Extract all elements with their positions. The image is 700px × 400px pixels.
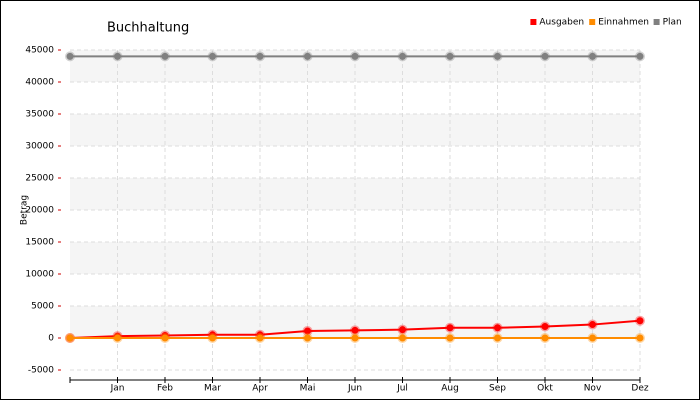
y-tick-label: 40000	[25, 78, 54, 88]
y-tick-label: 45000	[25, 46, 54, 56]
data-point	[445, 333, 455, 343]
data-point	[160, 333, 170, 343]
data-point	[302, 333, 313, 343]
data-point	[445, 51, 455, 62]
data-point	[492, 333, 503, 343]
x-tick-label: Jul	[396, 384, 408, 394]
data-point	[207, 333, 218, 343]
data-point	[540, 321, 550, 332]
legend-swatch	[530, 19, 537, 25]
data-point	[492, 51, 503, 62]
data-point	[587, 319, 598, 330]
y-tick-label: 10000	[25, 270, 54, 280]
x-tick-label: Nov	[584, 384, 602, 394]
x-tick-label: Feb	[157, 384, 173, 394]
data-point	[397, 51, 408, 62]
legend-label: Plan	[663, 18, 682, 28]
data-point	[587, 333, 598, 343]
x-tick-label: Mar	[204, 384, 221, 394]
data-point	[255, 333, 265, 343]
plot: -5000 0 5000 10000 15000 20000 25000 30000 35000…	[25, 18, 681, 394]
data-point	[635, 315, 645, 326]
data-point	[350, 51, 360, 62]
data-point	[350, 333, 360, 343]
y-tick-label: 5000	[31, 302, 54, 312]
x-tick-label: Apr	[252, 384, 268, 394]
x-tick-label: Jan	[110, 384, 125, 394]
x-tick-label: Dez	[631, 384, 648, 394]
data-point	[112, 333, 123, 343]
data-point	[635, 333, 645, 343]
data-point	[302, 325, 313, 336]
y-tick-label: -5000	[28, 366, 54, 376]
data-point	[540, 51, 550, 62]
x-tick-label: Okt	[537, 384, 553, 394]
data-point	[65, 51, 75, 62]
data-point	[255, 51, 265, 62]
data-point	[635, 51, 645, 62]
data-point	[350, 325, 360, 336]
y-tick-label: 0	[48, 334, 54, 344]
data-point	[65, 333, 75, 343]
data-point	[207, 51, 218, 62]
legend-swatch	[589, 19, 596, 25]
data-point	[397, 324, 408, 335]
legend-swatch	[653, 19, 660, 25]
y-tick-label: 30000	[25, 142, 54, 152]
y-tick-label: 35000	[25, 110, 54, 120]
data-point	[397, 333, 408, 343]
data-point	[540, 333, 550, 343]
data-point	[302, 51, 313, 62]
x-tick-label: Sep	[489, 384, 506, 394]
y-tick-label: 25000	[25, 174, 54, 184]
data-point	[160, 51, 170, 62]
data-point	[112, 51, 123, 62]
data-point	[492, 322, 503, 333]
x-tick-label: Mai	[300, 384, 316, 394]
x-tick-label: Aug	[441, 384, 459, 394]
x-tick-label: Jun	[347, 384, 362, 394]
legend-label: Einnahmen	[598, 18, 649, 28]
chart-title: Buchhaltung	[107, 21, 189, 36]
data-point	[587, 51, 598, 62]
data-point	[445, 322, 455, 333]
y-tick-label: 20000	[25, 206, 54, 216]
y-axis-label: Betrag	[20, 195, 30, 225]
legend-label: Ausgaben	[539, 18, 584, 28]
y-tick-label: 15000	[25, 238, 54, 248]
